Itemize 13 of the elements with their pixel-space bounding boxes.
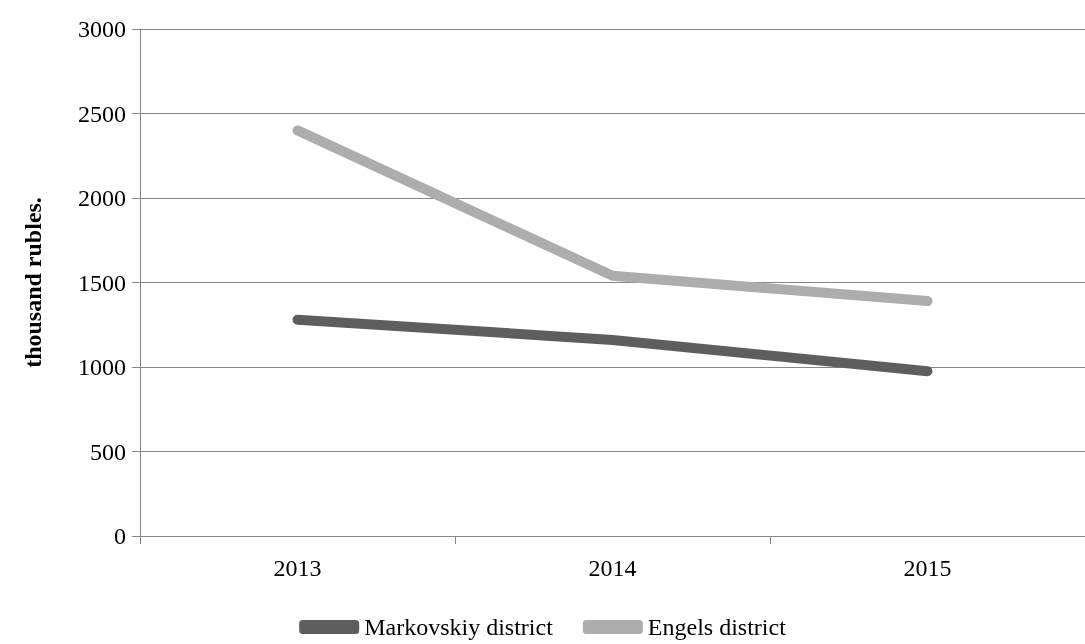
y-tick-label: 1500: [78, 269, 126, 296]
y-tick-label: 2000: [78, 185, 126, 211]
legend-label: Engels district: [647, 614, 787, 640]
y-tick-label: 2500: [78, 100, 126, 127]
y-tick-label: 0: [114, 523, 126, 549]
y-tick-label: 1000: [78, 354, 126, 380]
legend-label: Markovskiy district: [364, 614, 554, 640]
x-tick-label: 2014: [588, 555, 637, 581]
y-tick-label: 3000: [78, 16, 126, 42]
x-tick-label: 2013: [273, 555, 322, 581]
y-axis-title: thousand rubles.: [20, 197, 46, 368]
x-tick-label: 2015: [903, 555, 952, 581]
y-tick-label: 500: [90, 438, 126, 465]
